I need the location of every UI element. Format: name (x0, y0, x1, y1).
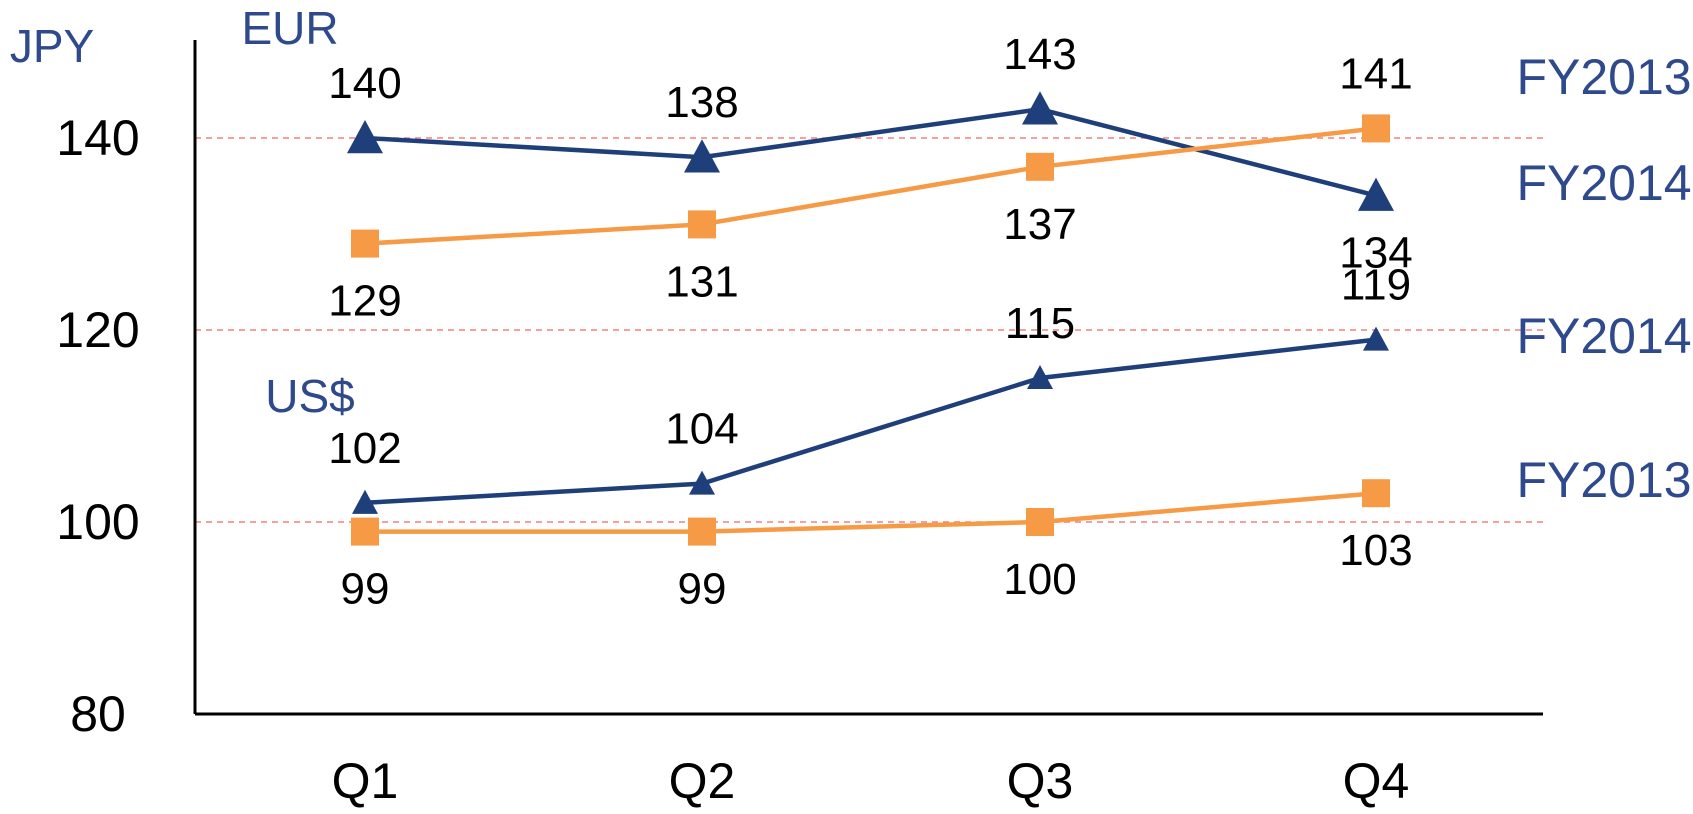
data-label: 100 (1003, 555, 1076, 604)
y-tick-label: 80 (70, 686, 126, 742)
x-tick-label: Q3 (1007, 753, 1074, 809)
data-point-triangle (689, 470, 715, 495)
data-point-square (688, 517, 716, 546)
series-line-usd-fy2013 (365, 490, 1377, 534)
x-tick-label: Q2 (669, 753, 736, 809)
data-point-square (351, 517, 379, 546)
data-label: 99 (341, 565, 390, 614)
data-point-triangle (1022, 91, 1058, 125)
x-tick-label: Q1 (332, 753, 399, 809)
labels-group: EUR US$ 140 138 143 134 129 131 137 141 102 104 115 1… (241, 2, 1691, 614)
data-point-square (351, 229, 379, 258)
group-label-usd: US$ (265, 370, 354, 422)
y-axis-unit-label: JPY (10, 20, 94, 72)
data-label: 99 (678, 565, 727, 614)
data-label: 115 (1005, 299, 1075, 348)
data-point-square (1026, 508, 1054, 536)
data-point-triangle (1358, 177, 1394, 211)
data-label: 140 (328, 59, 401, 108)
data-point-square (688, 210, 716, 239)
data-point-square (1026, 152, 1054, 181)
data-point-triangle (1363, 326, 1389, 351)
series-line-usd-fy2014 (364, 337, 1377, 506)
series-line-eur-fy2014 (364, 106, 1377, 198)
data-label: 138 (665, 78, 738, 127)
gridlines (195, 137, 1543, 523)
data-label: 103 (1339, 526, 1412, 575)
data-label: 102 (328, 424, 401, 473)
axes: 80 100 120 140 JPY Q1 Q2 Q3 Q4 (10, 20, 1543, 809)
data-point-triangle (347, 120, 383, 154)
data-label: 134 (1339, 229, 1412, 278)
legend-label: FY2013 (1516, 452, 1691, 508)
data-point-triangle (352, 489, 378, 514)
data-point-square (1362, 479, 1390, 508)
data-label: 131 (665, 257, 738, 306)
data-label: 137 (1003, 200, 1076, 249)
legend-label: FY2014 (1516, 155, 1691, 211)
y-tick-label: 100 (56, 494, 139, 550)
data-label: 104 (665, 405, 738, 454)
series-group (347, 91, 1394, 546)
legend-label: FY2014 (1516, 308, 1691, 364)
data-label: 119 (1341, 261, 1411, 310)
data-label: 129 (328, 277, 401, 326)
x-tick-label: Q4 (1343, 753, 1410, 809)
y-tick-label: 140 (56, 110, 139, 166)
y-tick-label: 120 (56, 302, 139, 358)
data-point-triangle (684, 139, 720, 173)
data-point-square (1362, 114, 1390, 143)
legend-label: FY2013 (1516, 49, 1691, 105)
data-label: 143 (1003, 30, 1076, 79)
data-label: 141 (1339, 49, 1412, 98)
group-label-eur: EUR (241, 2, 338, 54)
series-line-eur-fy2013 (364, 126, 1377, 246)
data-point-triangle (1027, 365, 1053, 390)
